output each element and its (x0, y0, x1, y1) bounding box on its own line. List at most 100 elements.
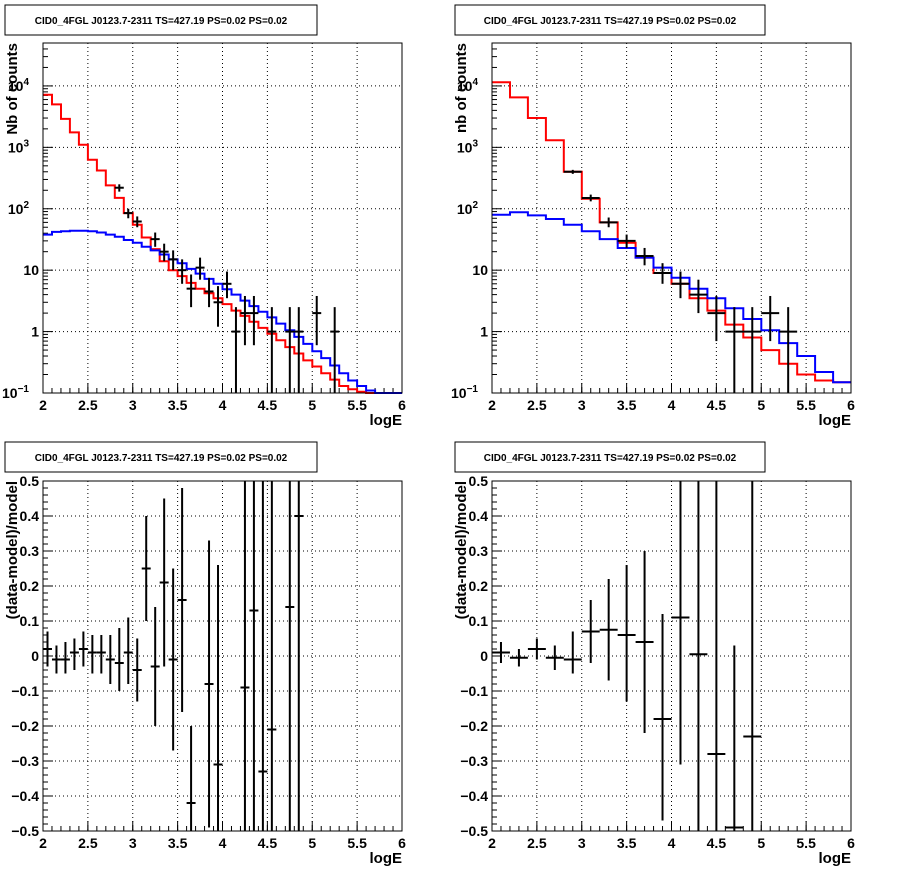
y-tick-label: −0.1 (460, 683, 488, 699)
x-tick-label: 2.5 (527, 835, 547, 851)
x-tick-label: 2 (488, 397, 496, 413)
y-axis-label: (data-model)/model (453, 481, 470, 619)
x-tick-label: 5.5 (347, 397, 367, 413)
data-point (617, 234, 636, 248)
data-point (671, 271, 690, 299)
y-tick-label: 0.3 (20, 543, 40, 559)
x-tick-label: 3 (578, 397, 586, 413)
data-point (743, 307, 762, 393)
data-point (285, 481, 295, 831)
y-tick-label: −0.3 (460, 753, 488, 769)
x-tick-label: 4 (668, 835, 676, 851)
x-tick-label: 2.5 (527, 397, 547, 413)
x-tick-label: 4.5 (258, 397, 278, 413)
y-tick-label: 0.5 (20, 473, 40, 489)
chart-title-box (454, 4, 766, 36)
x-tick-label: 5 (757, 835, 765, 851)
y-tick-label: −0.2 (11, 718, 39, 734)
x-tick-label: 4.5 (707, 835, 727, 851)
data-point (69, 638, 79, 670)
y-tick-label: −0.5 (460, 823, 488, 839)
y-tick-label: 0.4 (469, 508, 489, 524)
y-tick-label: 102 (8, 200, 30, 217)
data-point (43, 631, 52, 667)
y-tick-label: 10−1 (451, 384, 478, 401)
data-point (105, 635, 115, 684)
x-axis-label: logE (819, 412, 852, 429)
data-point (96, 635, 106, 674)
data-point (60, 642, 70, 674)
y-tick-label: 103 (457, 138, 479, 155)
data-point (653, 263, 672, 284)
x-tick-label: 4 (219, 835, 227, 851)
y-tick-label: 102 (457, 200, 479, 217)
y-tick-label: 1 (31, 324, 39, 340)
data-point (177, 488, 187, 712)
y-tick-label: 10 (23, 262, 39, 278)
y-tick-label: −0.3 (11, 753, 39, 769)
x-tick-label: 3 (129, 835, 137, 851)
data-point (581, 600, 600, 663)
chart-title: CID0_4FGL J0123.7-2311 TS=427.19 PS=0.02… (484, 16, 737, 27)
x-tick-label: 3.5 (168, 835, 188, 851)
plot-frame (42, 480, 403, 832)
data-point (168, 250, 178, 271)
x-tick-label: 2.5 (78, 397, 98, 413)
y-tick-label: 0.3 (469, 543, 489, 559)
x-tick-label: 5 (757, 397, 765, 413)
data-point (249, 295, 259, 346)
x-tick-label: 6 (398, 397, 406, 413)
y-tick-label: 103 (8, 138, 30, 155)
data-point (141, 516, 151, 621)
data-point (150, 232, 160, 247)
chart-title: CID0_4FGL J0123.7-2311 TS=427.19 PS=0.02… (484, 453, 737, 464)
data-point (599, 217, 618, 228)
data-point (204, 540, 214, 828)
data-point (159, 243, 169, 262)
chart-title-box (4, 441, 318, 473)
chart-title: CID0_4FGL J0123.7-2311 TS=427.19 PS=0.02… (35, 16, 288, 27)
chart-panel-2: CID0_4FGL J0123.7-2311 TS=427.19 PS=0.02… (451, 4, 855, 429)
y-axis-label: nb of counts (453, 43, 470, 133)
data-point (159, 498, 169, 667)
data-point (779, 307, 798, 393)
y-tick-label: 10 (472, 262, 488, 278)
data-point (671, 481, 690, 765)
data-point (132, 216, 142, 228)
chart-panel-4: CID0_4FGL J0123.7-2311 TS=427.19 PS=0.02… (453, 441, 855, 867)
data-point (114, 628, 124, 691)
data-point (285, 307, 295, 393)
data-point (635, 247, 654, 266)
x-tick-label: 5.5 (347, 835, 367, 851)
data-point (240, 295, 250, 346)
chart-panel-3: CID0_4FGL J0123.7-2311 TS=427.19 PS=0.02… (4, 441, 406, 867)
x-axis-label: logE (370, 412, 403, 429)
data-point (545, 645, 564, 670)
data-point (330, 307, 340, 393)
x-tick-label: 2 (39, 835, 47, 851)
data-point (689, 481, 708, 831)
x-tick-label: 3 (578, 835, 586, 851)
data-point (51, 645, 61, 674)
data-point (195, 257, 205, 280)
data-point (599, 579, 618, 681)
data-point (87, 635, 97, 674)
y-tick-label: 0.1 (469, 613, 489, 629)
y-tick-label: 0.2 (469, 578, 489, 594)
data-point (150, 607, 160, 726)
data-point (204, 277, 214, 308)
y-tick-label: 0.1 (20, 613, 40, 629)
x-tick-label: 2 (488, 835, 496, 851)
data-point (231, 307, 241, 393)
data-point (509, 649, 528, 667)
data-point (707, 295, 726, 342)
data-point (635, 551, 654, 733)
data-point (581, 194, 600, 202)
y-tick-label: 10−1 (2, 384, 29, 401)
plot-frame (42, 42, 403, 394)
x-tick-label: 6 (847, 835, 855, 851)
data-point (267, 481, 277, 831)
x-tick-label: 2.5 (78, 835, 98, 851)
data-point (653, 614, 672, 821)
data-point (527, 638, 546, 660)
